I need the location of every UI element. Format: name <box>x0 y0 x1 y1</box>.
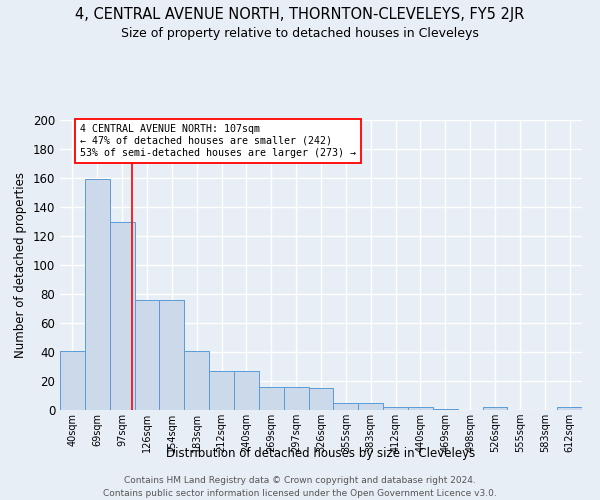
Bar <box>334 403 358 410</box>
Bar <box>408 407 433 410</box>
Bar <box>383 407 408 410</box>
Text: Contains HM Land Registry data © Crown copyright and database right 2024.: Contains HM Land Registry data © Crown c… <box>124 476 476 485</box>
Bar <box>308 388 334 410</box>
Bar <box>482 407 508 410</box>
Text: Size of property relative to detached houses in Cleveleys: Size of property relative to detached ho… <box>121 28 479 40</box>
Text: Contains public sector information licensed under the Open Government Licence v3: Contains public sector information licen… <box>103 489 497 498</box>
Bar <box>110 222 134 410</box>
Bar <box>234 371 259 410</box>
Bar <box>85 180 110 410</box>
Bar <box>160 300 184 410</box>
Bar <box>60 350 85 410</box>
Bar <box>184 350 209 410</box>
Bar <box>134 300 160 410</box>
Bar <box>284 387 308 410</box>
Bar <box>209 371 234 410</box>
Text: Distribution of detached houses by size in Cleveleys: Distribution of detached houses by size … <box>166 448 476 460</box>
Y-axis label: Number of detached properties: Number of detached properties <box>14 172 27 358</box>
Bar <box>557 407 582 410</box>
Bar <box>358 403 383 410</box>
Text: 4, CENTRAL AVENUE NORTH, THORNTON-CLEVELEYS, FY5 2JR: 4, CENTRAL AVENUE NORTH, THORNTON-CLEVEL… <box>76 8 524 22</box>
Text: 4 CENTRAL AVENUE NORTH: 107sqm
← 47% of detached houses are smaller (242)
53% of: 4 CENTRAL AVENUE NORTH: 107sqm ← 47% of … <box>80 124 356 158</box>
Bar <box>433 408 458 410</box>
Bar <box>259 387 284 410</box>
